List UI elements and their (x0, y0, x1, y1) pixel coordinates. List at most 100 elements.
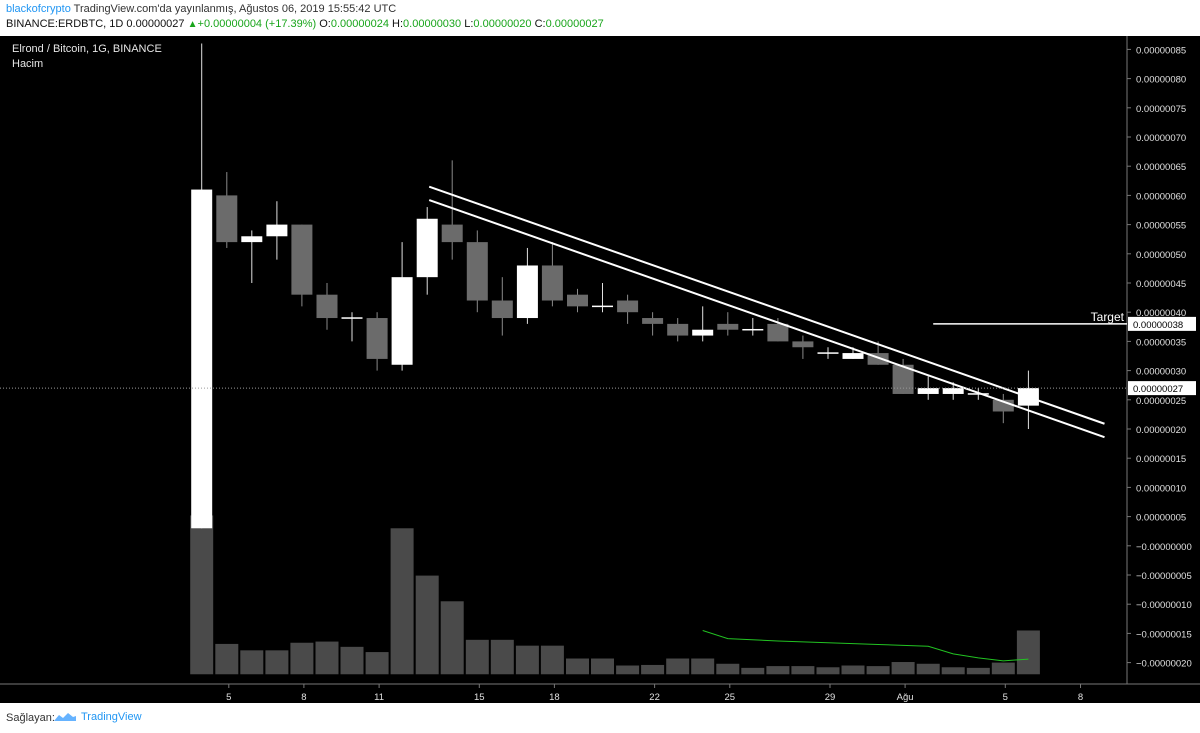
last-price-tag-bg (1128, 381, 1196, 396)
high-value: 0.00000030 (403, 18, 462, 30)
chart-header: blackofcrypto TradingView.com'da yayınla… (0, 0, 1200, 36)
target-price-tag: 0.00000038 (1133, 320, 1183, 331)
volume-bar (691, 658, 715, 675)
change-readout: +0.00000004 (+17.39%) (197, 18, 317, 30)
candle-body (316, 294, 338, 319)
ohlc-readout: BINANCE:ERDBTC, 1D 0.00000027 ▲+0.000000… (6, 18, 604, 30)
volume-bar (791, 666, 815, 675)
y-tick-label: 0.00000005 (1136, 513, 1186, 524)
x-tick-label: Ağu (897, 692, 914, 703)
volume-bar (365, 652, 389, 675)
volume-bar (415, 575, 439, 675)
last-price-readout: 0.00000027 (126, 18, 185, 30)
volume-bar (190, 515, 214, 675)
volume-bar (515, 645, 539, 675)
tradingview-link[interactable]: TradingView (52, 711, 142, 723)
candle-body (617, 300, 639, 313)
target-price-tag-bg (1128, 316, 1196, 331)
x-tick-label: 8 (1078, 692, 1083, 703)
up-arrow-icon: ▲ (187, 19, 198, 30)
candle-body (391, 277, 413, 365)
candle-body (867, 353, 889, 365)
chart-title: Elrond / Bitcoin, 1G, BINANCE (12, 43, 162, 55)
x-tick-label: 18 (549, 692, 560, 703)
candle-body (942, 388, 964, 394)
candle-body (842, 353, 864, 359)
author-link[interactable]: blackofcrypto (6, 3, 71, 15)
y-tick-label: 0.00000010 (1136, 483, 1186, 494)
candle-body (216, 195, 238, 243)
y-tick-label: 0.00000085 (1136, 45, 1186, 56)
y-tick-label: −0.00000015 (1136, 629, 1192, 640)
y-tick-label: 0.00000030 (1136, 367, 1186, 378)
volume-bar (490, 639, 514, 675)
y-tick-label: 0.00000020 (1136, 425, 1186, 436)
y-tick-label: 0.00000065 (1136, 162, 1186, 173)
candle-body (366, 318, 388, 359)
candle-body (541, 265, 563, 301)
volume-bar (566, 658, 589, 675)
x-tick-label: 8 (301, 692, 306, 703)
volume-bar (716, 663, 740, 675)
y-tick-label: −0.00000010 (1136, 600, 1192, 611)
close-value: 0.00000027 (545, 18, 604, 30)
chart-footer: Sağlayan: TradingView (0, 703, 1200, 733)
candle-body (191, 189, 213, 529)
candle-body (892, 364, 914, 394)
provided-by-label: Sağlayan: (6, 712, 55, 724)
volume-ma-layer (702, 630, 1029, 662)
y-tick-label: 0.00000060 (1136, 191, 1186, 202)
chart-svg[interactable]: Target 0.000000850.000000800.000000750.0… (0, 36, 1200, 703)
target-label: Target (1091, 310, 1125, 324)
price-axis[interactable]: 0.00000085 0.00000080 0.00000075 0.00000070… (1127, 45, 1196, 670)
volume-indicator-label: Hacim (12, 58, 43, 70)
volume-bar (816, 667, 840, 675)
y-tick-label: 0.00000070 (1136, 133, 1186, 144)
volume-bar (766, 666, 790, 675)
candle-body (416, 218, 438, 278)
volume-bar (866, 666, 890, 675)
low-value: 0.00000020 (473, 18, 532, 30)
volume-bar (390, 528, 414, 675)
time-axis[interactable]: 5 8 11 15 18 22 25 29 Ağu 5 8 (226, 684, 1083, 703)
volume-bar (991, 662, 1015, 675)
annotation-layer: Target (0, 185, 1127, 439)
last-price-tag: 0.00000027 (1133, 384, 1183, 395)
volume-bar (540, 645, 564, 675)
volume-bar (841, 665, 865, 675)
candle-body (567, 294, 588, 307)
volume-layer (190, 515, 1040, 675)
volume-bar (641, 664, 665, 675)
low-label: L: (464, 18, 474, 30)
open-value: 0.00000024 (330, 18, 389, 30)
close-label: C: (534, 18, 546, 30)
plot-background (0, 36, 1127, 703)
candle-body (466, 242, 488, 301)
candle-body (516, 265, 538, 319)
candle-body (792, 341, 814, 348)
publish-info: blackofcrypto TradingView.com'da yayınla… (6, 3, 396, 15)
candle-body (717, 323, 739, 330)
volume-bar (591, 658, 614, 675)
volume-bar (916, 663, 940, 675)
candle-body (692, 329, 714, 336)
volume-bar (616, 665, 640, 675)
volume-bar (941, 667, 965, 675)
x-tick-label: 15 (474, 692, 485, 703)
candle-body (917, 388, 939, 394)
y-tick-label: 0.00000075 (1136, 104, 1186, 115)
candle-body (967, 393, 989, 395)
y-tick-label: −0.00000020 (1136, 659, 1192, 670)
candle-body (767, 323, 789, 342)
symbol-label: BINANCE:ERDBTC, 1D (6, 18, 124, 30)
volume-bar (440, 601, 464, 675)
published-text: TradingView.com'da yayınlanmış, Ağustos … (73, 3, 397, 15)
x-tick-label: 11 (374, 692, 384, 703)
candle-body (341, 317, 363, 319)
x-tick-label: 25 (725, 692, 736, 703)
tradingview-cloud-icon (54, 713, 76, 721)
candle-body (992, 399, 1014, 412)
y-tick-label: 0.00000015 (1136, 454, 1186, 465)
chart-area[interactable]: Target 0.00000085 0.00000080 0.00000075 0.0… (0, 36, 1200, 703)
volume-bar (891, 662, 915, 675)
